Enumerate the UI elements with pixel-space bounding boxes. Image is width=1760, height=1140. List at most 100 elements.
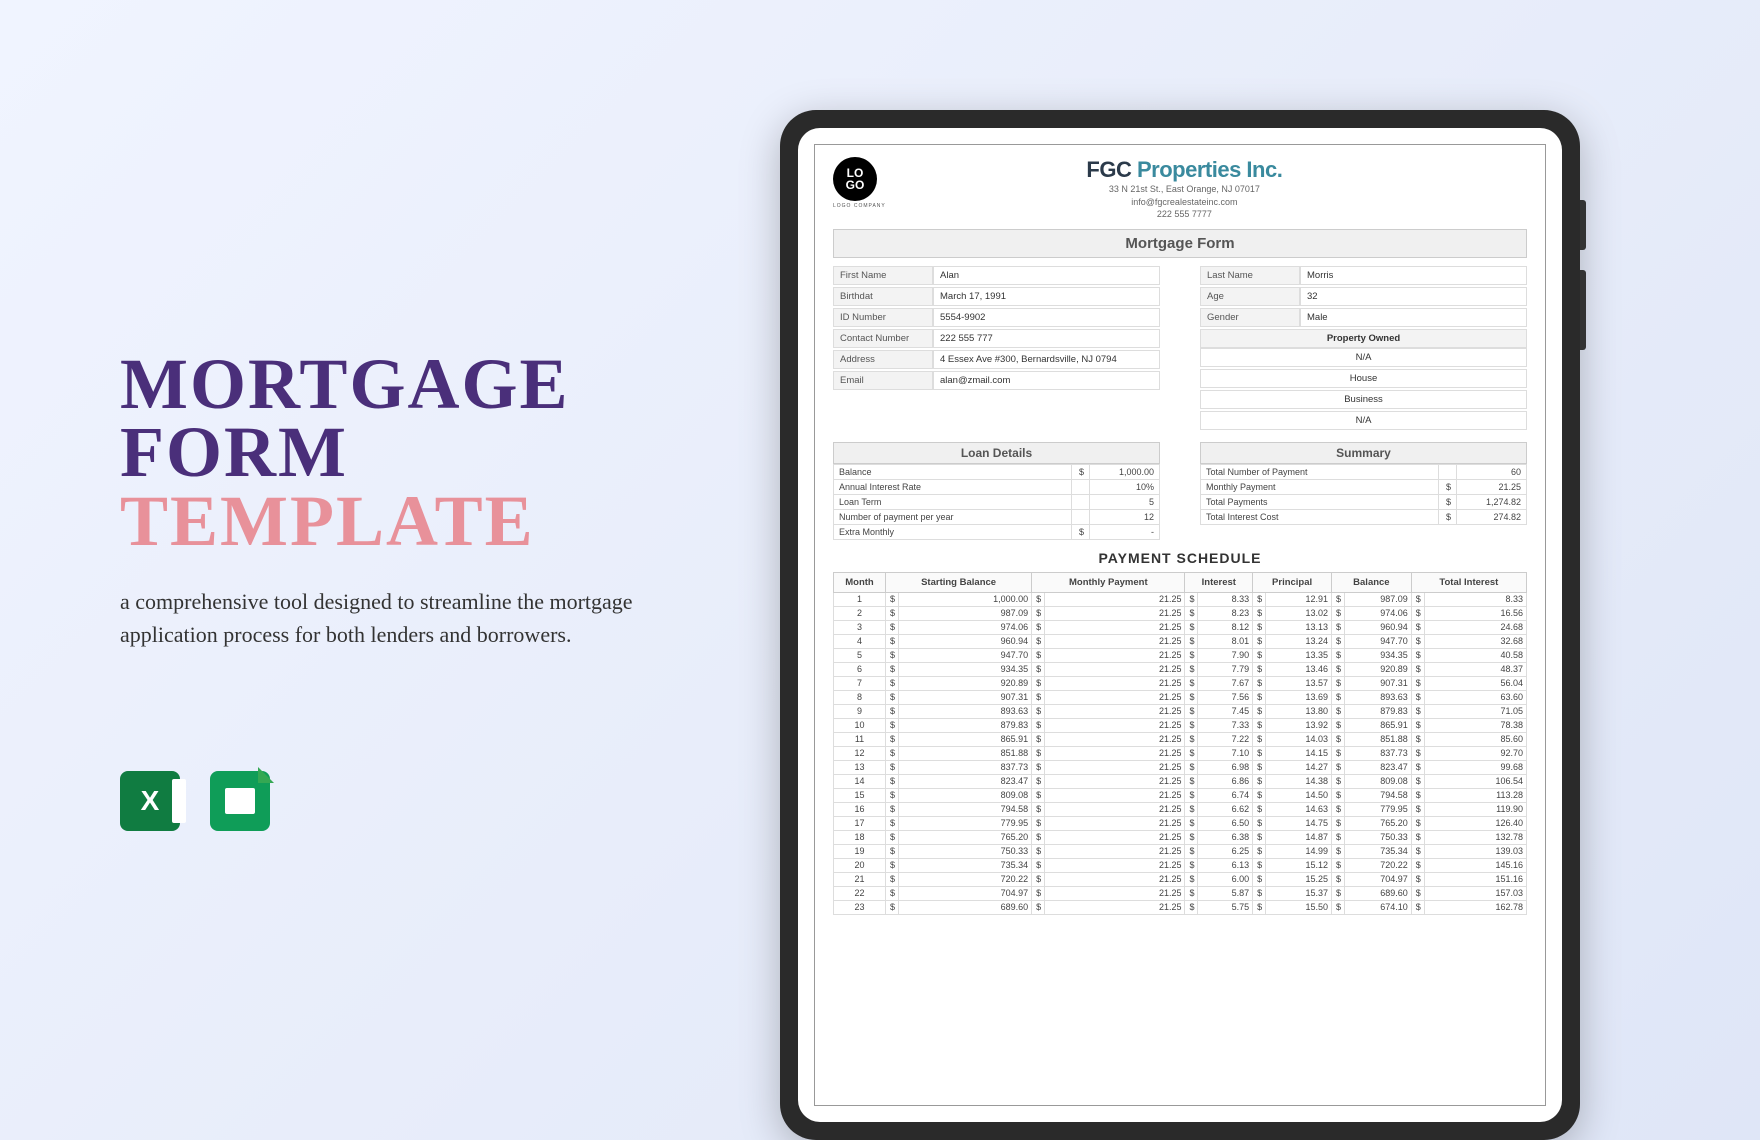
field-value: alan@zmail.com xyxy=(933,371,1160,390)
form-row: First NameAlan xyxy=(833,266,1160,285)
company-address: 33 N 21st St., East Orange, NJ 07017 xyxy=(900,183,1469,196)
table-row: 16$794.58$21.25$6.62$14.63$779.95$119.90 xyxy=(834,802,1527,816)
form-fields: First NameAlanBirthdatMarch 17, 1991ID N… xyxy=(833,266,1527,432)
property-item: N/A xyxy=(1200,348,1527,367)
column-header: Interest xyxy=(1185,572,1253,592)
document-header: LO GO LOGO COMPANY FGC Properties Inc. 3… xyxy=(833,157,1527,221)
table-row: Balance$1,000.00 xyxy=(834,464,1160,479)
file-format-icons xyxy=(120,771,640,831)
company-phone: 222 555 7777 xyxy=(900,208,1469,221)
field-label: Email xyxy=(833,371,933,390)
logo-text: GO xyxy=(846,179,865,191)
payment-schedule-table: MonthStarting BalanceMonthly PaymentInte… xyxy=(833,572,1527,915)
property-item: House xyxy=(1200,369,1527,388)
title-line-2: FORM xyxy=(120,418,640,486)
company-email: info@fgcrealestateinc.com xyxy=(900,196,1469,209)
table-row: 15$809.08$21.25$6.74$14.50$794.58$113.28 xyxy=(834,788,1527,802)
table-row: 22$704.97$21.25$5.87$15.37$689.60$157.03 xyxy=(834,886,1527,900)
document: LO GO LOGO COMPANY FGC Properties Inc. 3… xyxy=(814,144,1546,1106)
field-label: Age xyxy=(1200,287,1300,306)
google-sheets-icon xyxy=(210,771,270,831)
field-label: ID Number xyxy=(833,308,933,327)
field-label: Address xyxy=(833,350,933,369)
table-row: 8$907.31$21.25$7.56$13.69$893.63$63.60 xyxy=(834,690,1527,704)
title-line-1: MORTGAGE xyxy=(120,350,640,418)
table-row: 21$720.22$21.25$6.00$15.25$704.97$151.16 xyxy=(834,872,1527,886)
table-row: 23$689.60$21.25$5.75$15.50$674.10$162.78 xyxy=(834,900,1527,914)
form-row: Contact Number222 555 777 xyxy=(833,329,1160,348)
tablet-mockup: LO GO LOGO COMPANY FGC Properties Inc. 3… xyxy=(780,110,1580,1140)
table-header-row: MonthStarting BalanceMonthly PaymentInte… xyxy=(834,572,1527,592)
field-label: Birthdat xyxy=(833,287,933,306)
table-row: 6$934.35$21.25$7.79$13.46$920.89$48.37 xyxy=(834,662,1527,676)
field-value: 32 xyxy=(1300,287,1527,306)
form-right-column: Last NameMorrisAge32GenderMaleProperty O… xyxy=(1200,266,1527,432)
table-row: 5$947.70$21.25$7.90$13.35$934.35$40.58 xyxy=(834,648,1527,662)
table-row: 1$1,000.00$21.25$8.33$12.91$987.09$8.33 xyxy=(834,592,1527,606)
column-header: Principal xyxy=(1253,572,1332,592)
summary-table: Total Number of Payment60Monthly Payment… xyxy=(1200,464,1527,525)
table-row: 3$974.06$21.25$8.12$13.13$960.94$24.68 xyxy=(834,620,1527,634)
logo-subtext: LOGO COMPANY xyxy=(833,203,886,209)
table-row: 13$837.73$21.25$6.98$14.27$823.47$99.68 xyxy=(834,760,1527,774)
field-label: Last Name xyxy=(1200,266,1300,285)
property-item: N/A xyxy=(1200,411,1527,430)
property-item: Business xyxy=(1200,390,1527,409)
table-row: 19$750.33$21.25$6.25$14.99$735.34$139.03 xyxy=(834,844,1527,858)
form-row: Emailalan@zmail.com xyxy=(833,371,1160,390)
table-row: Number of payment per year12 xyxy=(834,509,1160,524)
table-row: 17$779.95$21.25$6.50$14.75$765.20$126.40 xyxy=(834,816,1527,830)
table-row: Total Number of Payment60 xyxy=(1201,464,1527,479)
table-row: 9$893.63$21.25$7.45$13.80$879.83$71.05 xyxy=(834,704,1527,718)
form-row: GenderMale xyxy=(1200,308,1527,327)
table-row: 10$879.83$21.25$7.33$13.92$865.91$78.38 xyxy=(834,718,1527,732)
table-row: Monthly Payment$21.25 xyxy=(1201,479,1527,494)
field-label: Contact Number xyxy=(833,329,933,348)
property-owned-header: Property Owned xyxy=(1200,329,1527,348)
form-row: Address4 Essex Ave #300, Bernardsville, … xyxy=(833,350,1160,369)
form-row: Last NameMorris xyxy=(1200,266,1527,285)
form-row: Age32 xyxy=(1200,287,1527,306)
table-row: 14$823.47$21.25$6.86$14.38$809.08$106.54 xyxy=(834,774,1527,788)
field-value: 4 Essex Ave #300, Bernardsville, NJ 0794 xyxy=(933,350,1160,369)
column-header: Month xyxy=(834,572,886,592)
tablet-button xyxy=(1580,200,1586,250)
field-value: 5554-9902 xyxy=(933,308,1160,327)
field-label: Gender xyxy=(1200,308,1300,327)
column-header: Balance xyxy=(1332,572,1412,592)
form-title: Mortgage Form xyxy=(833,229,1527,258)
table-row: 7$920.89$21.25$7.67$13.57$907.31$56.04 xyxy=(834,676,1527,690)
field-value: Morris xyxy=(1300,266,1527,285)
title-line-3: TEMPLATE xyxy=(120,487,640,555)
logo-block: LO GO LOGO COMPANY xyxy=(833,157,886,209)
details-row: Loan Details Balance$1,000.00Annual Inte… xyxy=(833,442,1527,540)
table-row: 18$765.20$21.25$6.38$14.87$750.33$132.78 xyxy=(834,830,1527,844)
table-row: 2$987.09$21.25$8.23$13.02$974.06$16.56 xyxy=(834,606,1527,620)
hero-description: a comprehensive tool designed to streaml… xyxy=(120,585,640,651)
form-row: ID Number5554-9902 xyxy=(833,308,1160,327)
schedule-title: PAYMENT SCHEDULE xyxy=(833,550,1527,566)
loan-details-table: Balance$1,000.00Annual Interest Rate10%L… xyxy=(833,464,1160,540)
form-left-column: First NameAlanBirthdatMarch 17, 1991ID N… xyxy=(833,266,1160,432)
column-header: Monthly Payment xyxy=(1032,572,1185,592)
table-row: Extra Monthly$- xyxy=(834,524,1160,539)
company-name: FGC Properties Inc. xyxy=(900,157,1469,183)
field-value: Male xyxy=(1300,308,1527,327)
summary-header: Summary xyxy=(1200,442,1527,464)
excel-icon xyxy=(120,771,180,831)
table-row: Total Payments$1,274.82 xyxy=(1201,494,1527,509)
tablet-button xyxy=(1580,270,1586,350)
table-row: 20$735.34$21.25$6.13$15.12$720.22$145.16 xyxy=(834,858,1527,872)
hero-panel: MORTGAGE FORM TEMPLATE a comprehensive t… xyxy=(120,350,640,831)
company-info: FGC Properties Inc. 33 N 21st St., East … xyxy=(900,157,1469,221)
field-label: First Name xyxy=(833,266,933,285)
column-header: Total Interest xyxy=(1411,572,1526,592)
table-row: 11$865.91$21.25$7.22$14.03$851.88$85.60 xyxy=(834,732,1527,746)
column-header: Starting Balance xyxy=(886,572,1032,592)
table-row: Loan Term5 xyxy=(834,494,1160,509)
table-row: Total Interest Cost$274.82 xyxy=(1201,509,1527,524)
table-row: 4$960.94$21.25$8.01$13.24$947.70$32.68 xyxy=(834,634,1527,648)
logo-icon: LO GO xyxy=(833,157,877,201)
loan-details: Loan Details Balance$1,000.00Annual Inte… xyxy=(833,442,1160,540)
loan-details-header: Loan Details xyxy=(833,442,1160,464)
